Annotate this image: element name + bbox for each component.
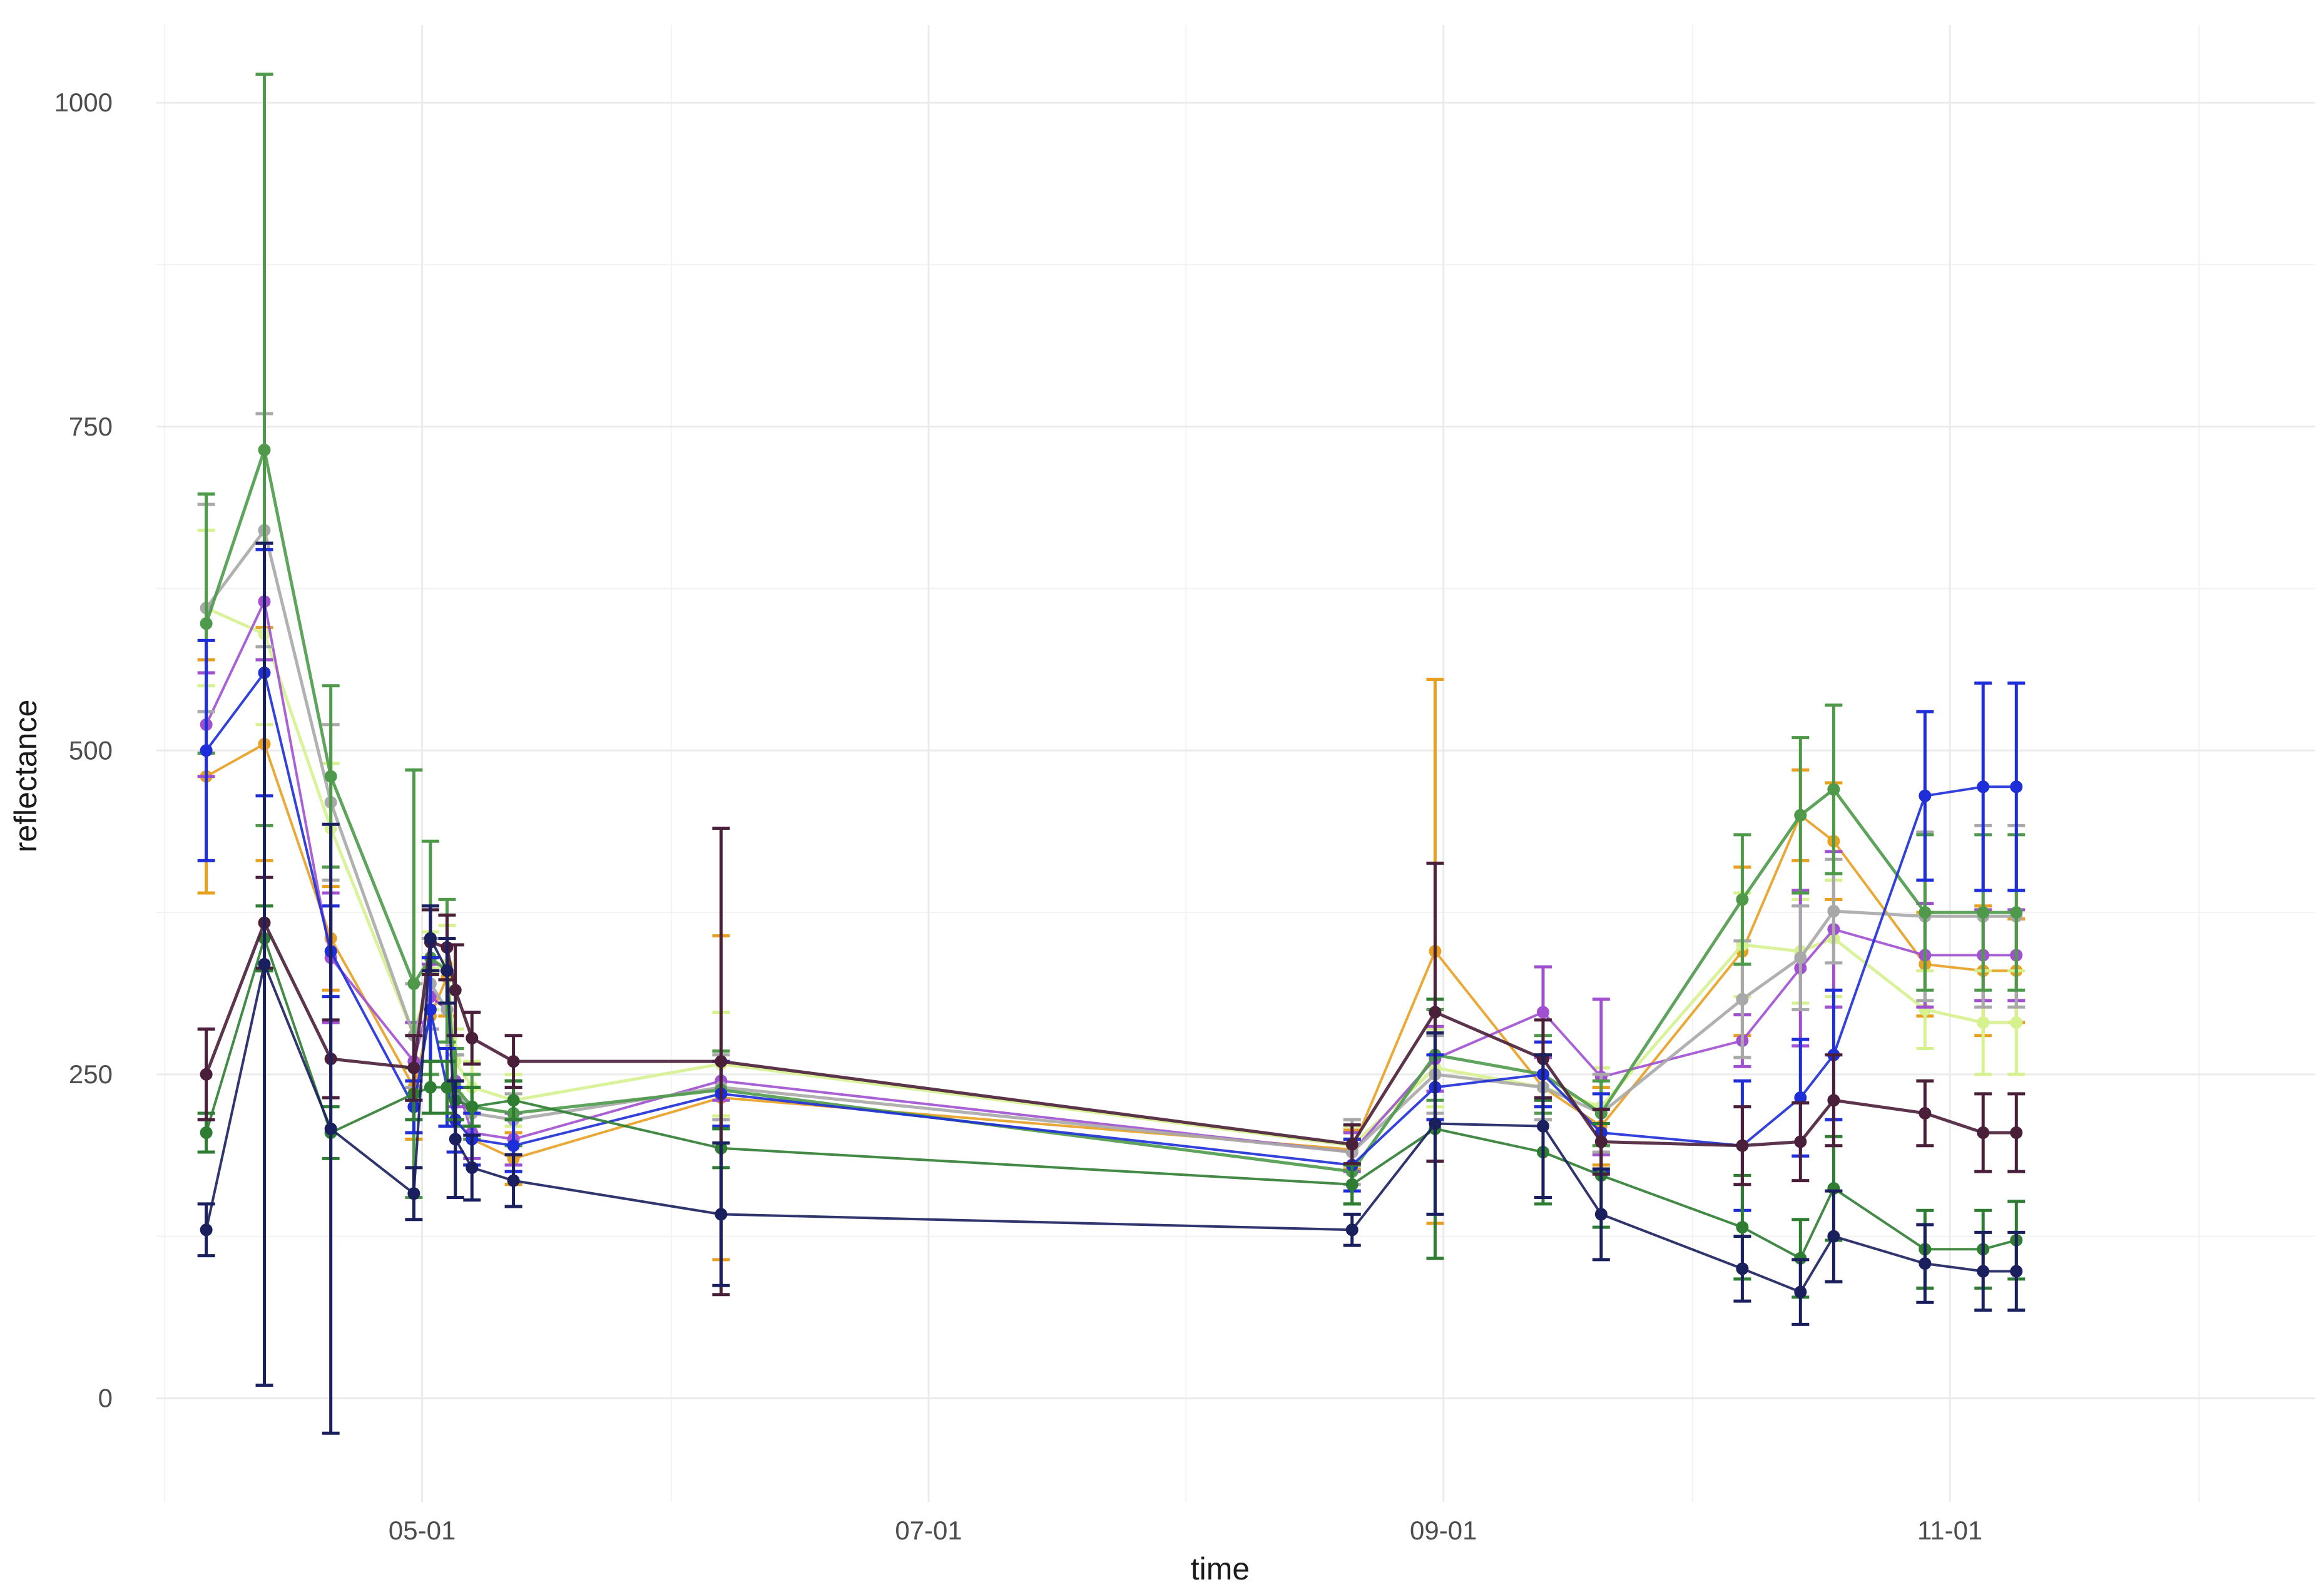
data-point	[2010, 906, 2023, 919]
data-point	[324, 770, 337, 783]
data-point	[2010, 1126, 2023, 1139]
data-point	[466, 1161, 479, 1174]
series-lightgreen	[197, 528, 2026, 1167]
series-navy	[197, 541, 2026, 1435]
x-tick-label: 05-01	[389, 1516, 456, 1545]
data-point	[200, 1223, 213, 1237]
data-point	[1429, 1117, 1442, 1130]
data-point	[715, 1055, 728, 1068]
y-tick-label: 500	[69, 735, 113, 765]
data-point	[1736, 992, 1749, 1006]
series-line-purple	[205, 600, 2017, 1154]
data-point	[441, 1081, 454, 1094]
data-point	[1977, 1016, 1990, 1029]
x-axis-title: time	[1191, 1551, 1250, 1586]
data-point	[407, 1061, 420, 1074]
data-point	[1919, 906, 1932, 919]
data-point	[1827, 783, 1840, 796]
data-point	[1794, 1135, 1807, 1148]
data-point	[466, 1031, 479, 1044]
data-point	[1919, 1257, 1932, 1270]
data-point	[1794, 951, 1807, 964]
data-point	[441, 964, 454, 977]
data-point	[1345, 1138, 1358, 1151]
series-line-orange	[205, 742, 2017, 1160]
minor-gridlines	[156, 25, 2315, 1502]
series-layer	[197, 73, 2026, 1435]
data-point	[407, 977, 420, 990]
data-point	[258, 957, 271, 971]
data-point	[1345, 1178, 1358, 1191]
data-point	[1827, 1094, 1840, 1107]
data-point	[200, 744, 213, 757]
data-point	[1827, 905, 1840, 917]
y-axis-tick-labels: 0 250 500 750 1000	[54, 88, 113, 1412]
data-point	[1736, 893, 1749, 906]
data-point	[2010, 1265, 2023, 1278]
data-point	[715, 1208, 728, 1221]
y-tick-label: 0	[98, 1383, 113, 1412]
data-point	[466, 1100, 479, 1113]
data-point	[507, 1174, 520, 1187]
data-point	[424, 932, 437, 945]
major-gridlines	[156, 25, 2315, 1502]
data-point	[200, 1068, 213, 1081]
data-point	[324, 1122, 337, 1135]
data-point	[424, 1081, 437, 1094]
data-point	[1977, 906, 1990, 919]
x-axis-tick-labels: 05-01 07-01 09-01 11-01	[389, 1516, 1982, 1545]
data-point	[1977, 780, 1990, 793]
data-point	[1919, 789, 1932, 802]
data-point	[1536, 1120, 1549, 1133]
data-point	[507, 1055, 520, 1068]
y-tick-label: 750	[69, 412, 113, 441]
data-point	[1736, 1221, 1749, 1234]
data-point	[1919, 1106, 1932, 1120]
data-point	[1736, 1262, 1749, 1275]
data-point	[1977, 1265, 1990, 1278]
data-point	[1594, 1135, 1608, 1148]
x-tick-label: 11-01	[1917, 1516, 1982, 1545]
data-point	[258, 444, 271, 457]
data-point	[507, 1094, 520, 1107]
series-line-gray	[205, 528, 2017, 1154]
y-tick-label: 1000	[54, 88, 113, 117]
data-point	[1536, 1006, 1549, 1019]
data-point	[1794, 809, 1807, 822]
data-point	[1429, 1006, 1442, 1019]
data-point	[1977, 1126, 1990, 1139]
data-point	[1794, 1285, 1807, 1299]
x-tick-label: 09-01	[1410, 1516, 1477, 1545]
data-point	[200, 1126, 213, 1139]
y-tick-label: 250	[69, 1059, 113, 1089]
data-point	[407, 1187, 420, 1200]
data-point	[449, 1133, 462, 1146]
data-point	[1827, 1230, 1840, 1243]
data-point	[2010, 1016, 2023, 1029]
data-point	[200, 617, 213, 630]
series-line-maroon	[205, 921, 2017, 1148]
data-point	[1594, 1208, 1608, 1221]
data-point	[1736, 1139, 1749, 1152]
data-point	[1345, 1223, 1358, 1237]
x-tick-label: 07-01	[895, 1516, 962, 1545]
series-line-navy	[205, 937, 2017, 1294]
series-line-blue	[205, 671, 2017, 1166]
data-point	[449, 984, 462, 997]
data-point	[507, 1139, 520, 1152]
y-axis-title: reflectance	[8, 700, 43, 853]
data-point	[2010, 780, 2023, 793]
